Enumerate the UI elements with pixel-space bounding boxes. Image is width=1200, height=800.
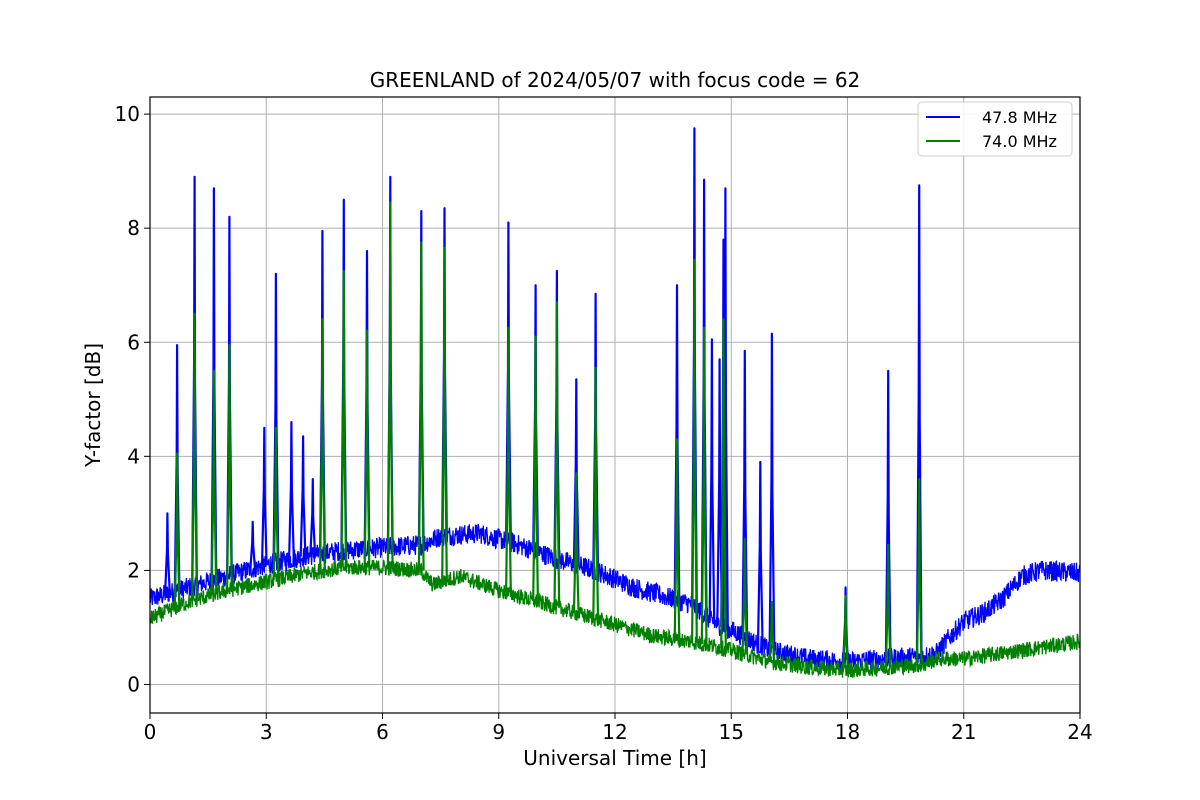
series-1-spike [716,358,724,626]
series-1-spike [260,426,268,566]
series-2-spike [741,537,749,655]
series-2-spike [340,269,348,568]
series-2-spike [173,452,181,607]
y-tick-label: 2 [127,558,140,582]
x-tick-label: 9 [492,720,505,744]
series-2-spike [915,478,923,665]
series-1-spike [756,460,764,646]
series-line-2 [149,558,1081,679]
series-1-spike [288,421,295,560]
series-2-spike [441,247,448,582]
series-2-spike [363,329,371,568]
x-tick-label: 6 [376,720,389,744]
series-2-spike [272,426,280,580]
series-2-spike [592,366,600,619]
series-2-spike [842,595,849,671]
series-2-spike [319,318,326,571]
legend: 47.8 MHz 74.0 MHz [917,101,1073,157]
series-2-spike [226,344,233,590]
series-1-spike [164,512,171,594]
y-tick-label: 10 [115,102,140,126]
series-2-spike [700,326,708,645]
series-2-spike [884,543,892,668]
legend-label-series-2: 74.0 MHz [982,132,1057,151]
series-1-spike [309,478,317,556]
series-2-spike [768,600,776,663]
series-2-spike [191,312,198,601]
x-axis-label: Universal Time [h] [523,746,706,770]
series-1-spike [768,332,776,651]
x-tick-label: 21 [951,720,976,744]
series-2-spike [505,326,512,594]
series-2-spike [720,318,727,649]
y-tick-label: 8 [127,216,140,240]
series-1-spike [249,520,257,569]
series-1-spike [708,338,716,622]
series-2-spike [210,369,218,595]
plot-series [149,127,1081,679]
series-1-spike [299,435,307,557]
legend-box [917,101,1073,157]
x-tick-label: 3 [260,720,273,744]
x-tick-label: 24 [1067,720,1092,744]
y-tick-label: 0 [127,672,140,696]
legend-label-series-1: 47.8 MHz [982,108,1057,127]
series-2-spike [572,472,580,614]
series-2-spike [691,258,698,643]
x-tick-label: 0 [144,720,157,744]
series-2-spike [553,301,561,608]
x-tick-label: 12 [602,720,627,744]
x-tick-label: 15 [719,720,744,744]
series-2-spike [417,241,425,571]
y-axis-label: Y-factor [dB] [81,343,105,468]
y-tick-label: 6 [127,330,140,354]
x-tick-label: 18 [835,720,860,744]
series-2-spike [532,335,539,602]
series-2-spike [673,438,681,640]
series-2-spike [386,201,394,569]
chart-title: GREENLAND of 2024/05/07 with focus code … [370,68,861,92]
y-tick-label: 4 [127,444,140,468]
